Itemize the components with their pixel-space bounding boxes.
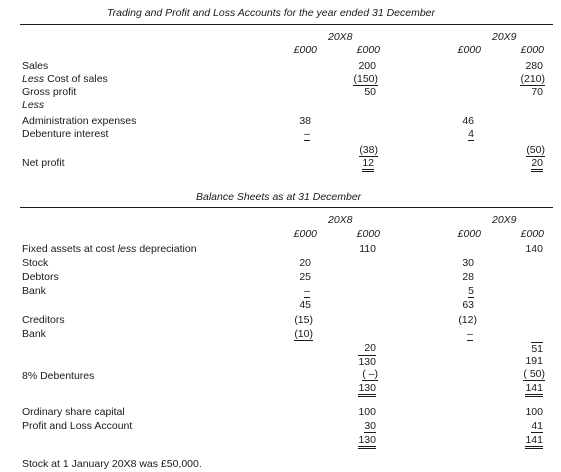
bs-y1-stock: 20 [299,257,311,269]
pl-y2-unit-b: £000 [520,44,544,56]
bs-y2-fixed: 140 [525,243,543,255]
bs-y2-wc: 51 [531,342,543,355]
bs-label-debtors: Debtors [22,271,59,283]
bs-y2-pl: 41 [531,420,543,433]
bs-y1-total: 130 [358,355,376,368]
pl-y2-cos: (210) [520,73,545,86]
pl-label-debenture-interest: Debenture interest [22,128,109,140]
bs-y1-deb: ( –) [362,368,378,381]
bs-y1-unit-a: £000 [293,228,317,240]
pl-y1-unit-b: £000 [356,44,380,56]
pl-y1-admin: 38 [299,115,311,127]
pl-y2-admin: 46 [462,115,474,127]
bs-y2-share: 100 [525,406,543,418]
pl-label-admin: Administration expenses [22,115,137,127]
bs-label-share-capital: Ordinary share capital [22,406,125,418]
bs-y2-ca-total: 63 [462,299,474,311]
bs-title-rule [20,207,553,208]
pl-title: Trading and Profit and Loss Accounts for… [107,7,436,19]
pl-y1-exp-total: (38) [359,144,378,157]
bs-y1-unit-b: £000 [356,228,380,240]
bs-y2-debtors: 28 [462,271,474,283]
pl-label-gross-profit: Gross profit [22,86,77,98]
bs-y2-deb: ( 50) [523,368,545,381]
pl-label-less: Less [22,99,45,111]
pl-y1-unit-a: £000 [293,44,317,56]
bs-y1-net: 130 [358,382,376,397]
bs-y2-cap-total: 141 [525,434,543,449]
bs-label-fixed-assets: Fixed assets at cost less depreciation [22,243,197,255]
pl-y2-np: 20 [531,157,543,172]
pl-year1-header: 20X8 [328,31,353,43]
pl-y2-exp-total: (50) [526,144,545,157]
bs-y1-wc: 20 [364,342,376,354]
pl-y1-cos: (150) [353,73,378,86]
bs-y2-bank: 5 [468,285,474,298]
bs-label-creditors: Creditors [22,314,65,326]
bs-y2-unit-b: £000 [520,228,544,240]
bs-y1-bank: – [304,285,310,298]
bs-y1-creditors: (15) [294,314,313,326]
pl-y2-gp: 70 [531,86,543,98]
bs-y2-net: 141 [525,382,543,397]
pl-y1-sales: 200 [358,60,376,72]
pl-y1-np: 12 [362,157,374,172]
pl-label-cost-of-sales: Less Cost of sales [22,73,108,85]
bs-y2-unit-a: £000 [457,228,481,240]
bs-y1-ca-total: 45 [299,299,311,311]
pl-y1-debint: – [304,128,310,141]
bs-fixed-pre: Fixed assets at cost [22,243,118,255]
pl-label-sales: Sales [22,60,49,72]
bs-y1-share: 100 [358,406,376,418]
bs-label-bank2: Bank [22,328,46,340]
bs-title: Balance Sheets as at 31 December [196,191,362,203]
pl-title-rule [20,24,553,25]
bs-y1-bank2: (10) [294,328,313,341]
pl-y2-debint: 4 [468,128,474,141]
pl-cos-text: Cost of sales [44,73,108,85]
bs-fixed-less: less [117,243,137,255]
pl-y2-unit-a: £000 [457,44,481,56]
pl-y1-gp: 50 [364,86,376,98]
bs-label-pl-account: Profit and Loss Account [22,420,133,432]
bs-label-bank: Bank [22,285,46,297]
bs-y2-stock: 30 [462,257,474,269]
footnote: Stock at 1 January 20X8 was £50,000. [22,458,202,470]
bs-y1-cap-total: 130 [358,434,376,449]
pl-y2-sales: 280 [525,60,543,72]
bs-y1-fixed: 110 [359,243,376,255]
bs-y2-bank2: – [467,328,473,341]
pl-less-cos: Less [22,73,45,85]
pl-label-net-profit: Net profit [22,157,65,169]
bs-y1-pl: 30 [364,420,376,433]
bs-y2-total: 191 [525,355,543,367]
bs-label-stock: Stock [22,257,49,269]
bs-year1-header: 20X8 [328,214,353,226]
bs-year2-header: 20X9 [492,214,517,226]
pl-year2-header: 20X9 [492,31,517,43]
bs-fixed-post: depreciation [136,243,197,255]
bs-y1-debtors: 25 [299,271,311,283]
bs-y2-creditors: (12) [458,314,477,326]
bs-label-debentures: 8% Debentures [22,370,95,382]
